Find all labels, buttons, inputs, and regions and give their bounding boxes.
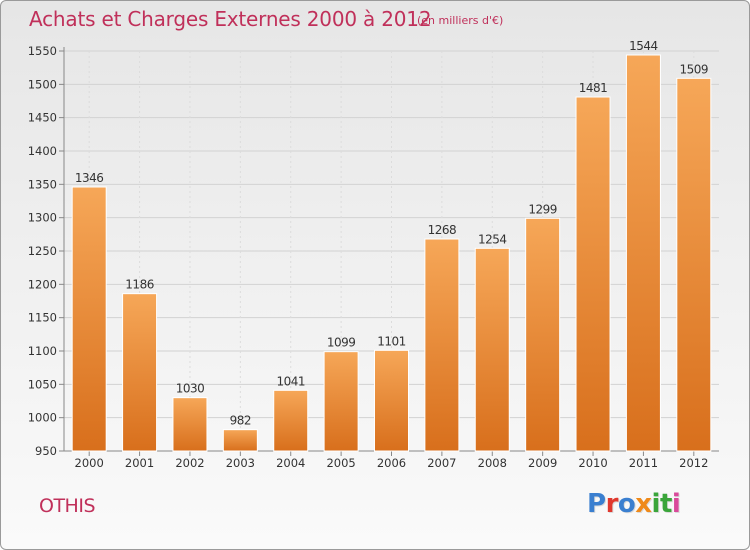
y-tick-label: 1500 [28, 77, 57, 91]
x-tick-label-2011: 2011 [629, 456, 658, 470]
x-tick-label-2010: 2010 [578, 456, 607, 470]
bar-2007 [424, 238, 460, 452]
x-tick-label-2005: 2005 [326, 456, 355, 470]
x-tick-label-2006: 2006 [377, 456, 406, 470]
y-tick-label: 1200 [28, 277, 57, 291]
y-tick-label: 950 [35, 444, 57, 458]
bar-2003 [222, 429, 258, 452]
bar-2000 [71, 186, 107, 452]
x-tick-label-2001: 2001 [125, 456, 154, 470]
x-tick-label-2003: 2003 [226, 456, 255, 470]
logo-letter: i [671, 489, 681, 519]
logo-letter: o [617, 489, 636, 519]
y-tick-label: 1000 [28, 411, 57, 425]
data-label-2009: 1299 [528, 202, 557, 216]
y-tick-label: 1300 [28, 211, 57, 225]
axes: 950 1000 1050 1100 1150 1200 1250 1300 1350 1400 1… [28, 44, 719, 470]
data-label-2000: 1346 [75, 171, 104, 185]
logo-letter: r [605, 489, 619, 519]
x-tick-label-2007: 2007 [427, 456, 456, 470]
y-tick-label: 1250 [28, 244, 57, 258]
x-tick-label-2012: 2012 [679, 456, 708, 470]
data-label-2011: 1544 [629, 39, 658, 53]
data-label-2005: 1099 [327, 336, 356, 350]
bar-2005 [323, 351, 359, 452]
bar-2011 [625, 54, 661, 452]
bar-2008 [474, 247, 510, 452]
bar-2006 [374, 349, 409, 452]
data-label-2004: 1041 [276, 374, 305, 388]
bar-2002 [172, 397, 208, 452]
bar-2001 [122, 293, 158, 452]
x-tick-label-2000: 2000 [75, 456, 104, 470]
logo-letter: x [635, 489, 652, 519]
data-label-2002: 1030 [176, 382, 205, 396]
bar-2004 [273, 389, 309, 452]
logo-letter: i [651, 489, 661, 519]
x-tick-label-2004: 2004 [276, 456, 305, 470]
y-tick-label: 1150 [28, 311, 57, 325]
chart-subtitle: (en milliers d'€) [417, 14, 504, 27]
data-label-2003: 982 [230, 414, 251, 428]
y-tick-label: 1100 [28, 344, 57, 358]
data-labels: 1346 1186 1030 982 1041 1099 1101 1268 1254 1299 1… [75, 39, 709, 428]
y-tick-label: 1050 [28, 377, 57, 391]
y-tick-label: 1400 [28, 144, 57, 158]
logo-letter: t [659, 489, 672, 519]
data-label-2001: 1186 [125, 278, 154, 292]
data-label-2010: 1481 [579, 81, 608, 95]
proxiti-logo: Proxiti [587, 489, 681, 519]
data-label-2006: 1101 [377, 334, 406, 348]
logo-letter: P [587, 489, 606, 519]
bars [71, 54, 712, 452]
data-label-2012: 1509 [680, 62, 709, 76]
bar-2010 [575, 96, 611, 452]
bar-2012 [676, 77, 712, 452]
place-name: OTHIS [39, 495, 96, 517]
x-tick-label-2009: 2009 [528, 456, 557, 470]
chart-title: Achats et Charges Externes 2000 à 2012 [29, 7, 432, 31]
x-tick-label-2008: 2008 [478, 456, 507, 470]
data-label-2007: 1268 [428, 223, 457, 237]
data-label-2008: 1254 [478, 232, 507, 246]
y-tick-label: 1450 [28, 111, 57, 125]
x-tick-label-2002: 2002 [175, 456, 204, 470]
y-tick-label: 1350 [28, 177, 57, 191]
bar-2009 [525, 217, 561, 452]
y-tick-label: 1550 [28, 44, 57, 58]
